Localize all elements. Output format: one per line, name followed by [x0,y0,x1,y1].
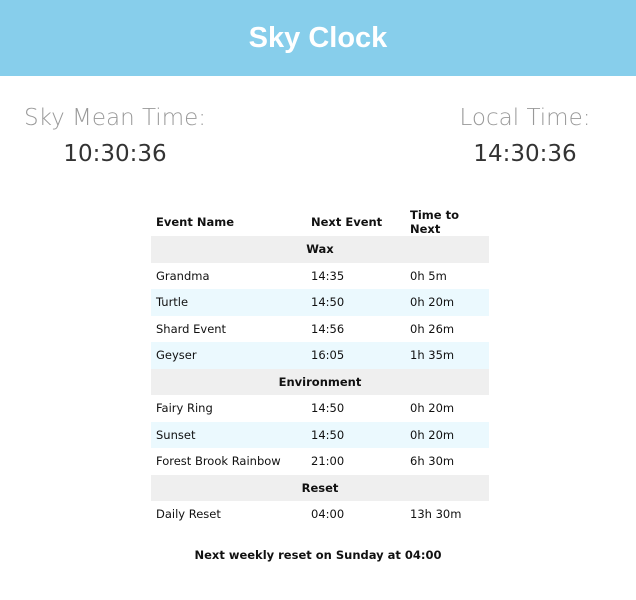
column-header-event-name: Event Name [156,215,235,229]
next-event-cell: 14:50 [311,401,345,416]
time-to-next-cell: 0h 20m [405,289,489,316]
next-event-cell: 14:56 [311,321,345,336]
sky-mean-time-value: 10:30:36 [63,141,167,167]
next-event-cell: 21:00 [311,454,345,469]
sky-mean-time-label: Sky Mean Time: [23,105,207,131]
local-time-clock: Local Time: 14:30:36 [405,102,636,170]
time-to-next-cell: 0h 20m [410,401,455,416]
section-title: Reset [151,474,489,501]
app-title: Sky Clock [248,21,388,54]
event-name-cell: Fairy Ring [156,401,213,416]
table-row: Sunset 14:50 0h 20m [151,421,489,448]
time-to-next-cell: 13h 30m [410,507,462,522]
table-row: Grandma 14:35 0h 5m [151,263,489,290]
event-name-cell: Geyser [151,342,301,369]
events-table: Event Name Next Event Time to Next Wax Gr… [151,208,489,528]
event-name-cell: Sunset [151,421,301,448]
event-name-cell: Forest Brook Rainbow [156,454,281,469]
weekly-reset-note: Next weekly reset on Sunday at 04:00 [194,548,442,562]
table-row: Daily Reset 04:00 13h 30m [151,501,489,528]
table-row: Turtle 14:50 0h 20m [151,289,489,316]
column-header-time-to-next: Time to Next [410,208,459,236]
table-header-row: Event Name Next Event Time to Next [151,208,489,236]
local-time-value: 14:30:36 [473,141,577,167]
event-name-cell: Daily Reset [156,507,221,522]
next-event-cell: 16:05 [301,342,405,369]
next-event-cell: 14:50 [301,289,405,316]
table-row: Geyser 16:05 1h 35m [151,342,489,369]
event-name-cell: Grandma [156,268,210,283]
section-title: Environment [151,368,489,395]
column-header-next-event: Next Event [311,215,383,229]
sky-mean-time-clock: Sky Mean Time: 10:30:36 [0,102,235,170]
local-time-label: Local Time: [459,105,591,131]
next-event-cell: 14:35 [311,268,345,283]
time-to-next-cell: 1h 35m [405,342,489,369]
table-row: Fairy Ring 14:50 0h 20m [151,395,489,422]
time-to-next-cell: 0h 26m [410,321,455,336]
app-header: Sky Clock [0,0,636,76]
event-name-cell: Shard Event [156,321,227,336]
section-row: Wax [151,236,489,263]
section-title: Wax [151,236,489,263]
next-event-cell: 14:50 [301,421,405,448]
table-row: Forest Brook Rainbow 21:00 6h 30m [151,448,489,475]
table-row: Shard Event 14:56 0h 26m [151,316,489,343]
section-row: Environment [151,368,489,395]
time-to-next-cell: 0h 20m [405,421,489,448]
next-event-cell: 04:00 [311,507,345,522]
event-name-cell: Turtle [151,289,301,316]
time-to-next-cell: 0h 5m [410,268,447,283]
time-to-next-cell: 6h 30m [410,454,455,469]
section-row: Reset [151,474,489,501]
